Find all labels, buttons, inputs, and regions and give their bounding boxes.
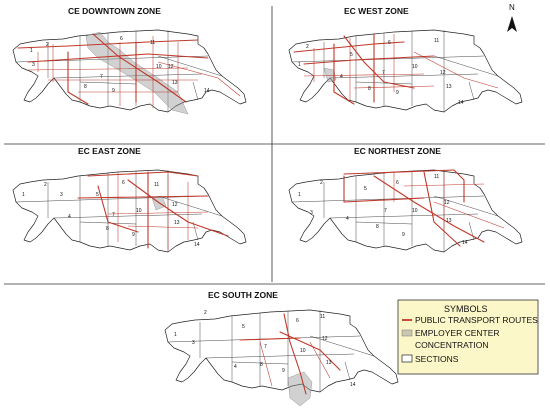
svg-text:9: 9: [396, 90, 399, 96]
svg-text:12: 12: [168, 64, 174, 70]
svg-text:1: 1: [30, 48, 33, 54]
employer-center-area: [85, 31, 189, 115]
north-arrow-icon: N: [507, 3, 517, 32]
svg-text:10: 10: [412, 208, 418, 214]
zone-map-west: EC WEST ZONE 2 1 4 5 6 7 8 9 10 11 12 13…: [288, 6, 523, 113]
svg-text:1: 1: [22, 192, 25, 198]
svg-text:6: 6: [396, 180, 399, 186]
transport-routes: [77, 171, 229, 250]
svg-text:8: 8: [260, 362, 263, 368]
svg-text:7: 7: [382, 70, 385, 76]
svg-text:4: 4: [234, 364, 237, 370]
svg-text:5: 5: [350, 52, 353, 58]
svg-text:13: 13: [326, 360, 332, 366]
svg-text:14: 14: [194, 242, 200, 248]
svg-text:8: 8: [368, 86, 371, 92]
legend-title: SYMBOLS: [444, 304, 488, 314]
legend-item-sections: SECTIONS: [415, 354, 459, 364]
svg-text:8: 8: [84, 84, 87, 90]
svg-text:13: 13: [446, 84, 452, 90]
gray-area-icon: [401, 329, 413, 337]
svg-text:11: 11: [434, 38, 439, 44]
svg-text:1: 1: [298, 62, 301, 68]
legend-box: [397, 299, 539, 375]
legend-item-employer: EMPLOYER CENTER: [415, 328, 500, 338]
svg-text:7: 7: [112, 212, 115, 218]
svg-text:5: 5: [96, 192, 99, 198]
legend: SYMBOLS PUBLIC TRANSPORT ROUTES EMPLOYER…: [397, 299, 539, 375]
transport-routes: [239, 313, 341, 395]
svg-text:14: 14: [458, 100, 464, 106]
svg-text:N: N: [509, 3, 515, 12]
svg-text:6: 6: [388, 40, 391, 46]
svg-text:4: 4: [68, 214, 71, 220]
svg-text:14: 14: [350, 382, 356, 388]
svg-text:2: 2: [46, 42, 49, 48]
svg-text:2: 2: [44, 182, 47, 188]
svg-text:6: 6: [120, 36, 123, 42]
svg-text:8: 8: [106, 226, 109, 232]
employer-center-area: [323, 67, 337, 83]
svg-text:7: 7: [100, 74, 103, 80]
zone-title-northeast: EC NORTHEST ZONE: [354, 146, 441, 156]
zone-map-downtown: CE DOWNTOWN ZONE 1 2 3 6 7 8 9 10 11 12 …: [12, 6, 247, 115]
svg-text:2: 2: [204, 310, 207, 316]
svg-text:11: 11: [434, 174, 439, 180]
svg-text:12: 12: [322, 336, 328, 342]
svg-text:14: 14: [204, 88, 210, 94]
svg-text:13: 13: [174, 220, 180, 226]
employer-center-area: [287, 371, 313, 407]
svg-text:1: 1: [174, 332, 177, 338]
svg-text:4: 4: [340, 74, 343, 80]
transport-routes: [293, 33, 499, 105]
svg-text:12: 12: [172, 202, 178, 208]
zone-title-south: EC SOUTH ZONE: [208, 290, 278, 300]
transport-routes: [343, 169, 505, 247]
svg-text:11: 11: [320, 314, 325, 320]
svg-text:9: 9: [132, 232, 135, 238]
svg-text:13: 13: [172, 80, 178, 86]
svg-text:2: 2: [320, 180, 323, 186]
white-box-icon: [401, 354, 413, 363]
svg-text:6: 6: [296, 318, 299, 324]
svg-text:10: 10: [156, 64, 162, 70]
svg-text:10: 10: [136, 208, 142, 214]
svg-text:3: 3: [60, 192, 63, 198]
zone-title-east: EC EAST ZONE: [78, 146, 141, 156]
legend-item-concentration: CONCENTRATION: [415, 340, 489, 350]
svg-text:12: 12: [444, 200, 450, 206]
zone-title-west: EC WEST ZONE: [344, 6, 409, 16]
svg-text:9: 9: [112, 88, 115, 94]
svg-text:9: 9: [282, 368, 285, 374]
svg-text:8: 8: [376, 224, 379, 230]
svg-text:6: 6: [122, 180, 125, 186]
svg-text:10: 10: [412, 64, 418, 70]
svg-text:3: 3: [310, 210, 313, 216]
svg-text:5: 5: [364, 186, 367, 192]
zone-map-south: EC SOUTH ZONE 1 2 3 4 5 6 7 8 9 10 11 12…: [164, 290, 399, 407]
svg-text:1: 1: [298, 192, 301, 198]
svg-text:2: 2: [306, 44, 309, 50]
svg-text:7: 7: [264, 344, 267, 350]
transport-routes: [17, 33, 241, 108]
svg-text:4: 4: [346, 216, 349, 222]
svg-text:11: 11: [150, 40, 155, 46]
svg-text:14: 14: [462, 240, 468, 246]
zone-map-northeast: EC NORTHEST ZONE 1 2 3 4 5 6 7 8 9 10 11…: [288, 146, 523, 253]
zone-title-downtown: CE DOWNTOWN ZONE: [68, 6, 161, 16]
svg-text:10: 10: [300, 348, 306, 354]
zone-map-east: EC EAST ZONE 1 2 3 4 5 6 7 8 9 10 11 12 …: [12, 146, 247, 253]
svg-text:3: 3: [192, 340, 195, 346]
svg-text:13: 13: [446, 218, 452, 224]
svg-text:11: 11: [154, 182, 159, 188]
svg-text:12: 12: [440, 70, 446, 76]
svg-text:3: 3: [32, 62, 35, 68]
svg-text:9: 9: [402, 232, 405, 238]
svg-text:5: 5: [242, 324, 245, 330]
legend-item-routes: PUBLIC TRANSPORT ROUTES: [415, 315, 538, 325]
svg-text:7: 7: [384, 208, 387, 214]
